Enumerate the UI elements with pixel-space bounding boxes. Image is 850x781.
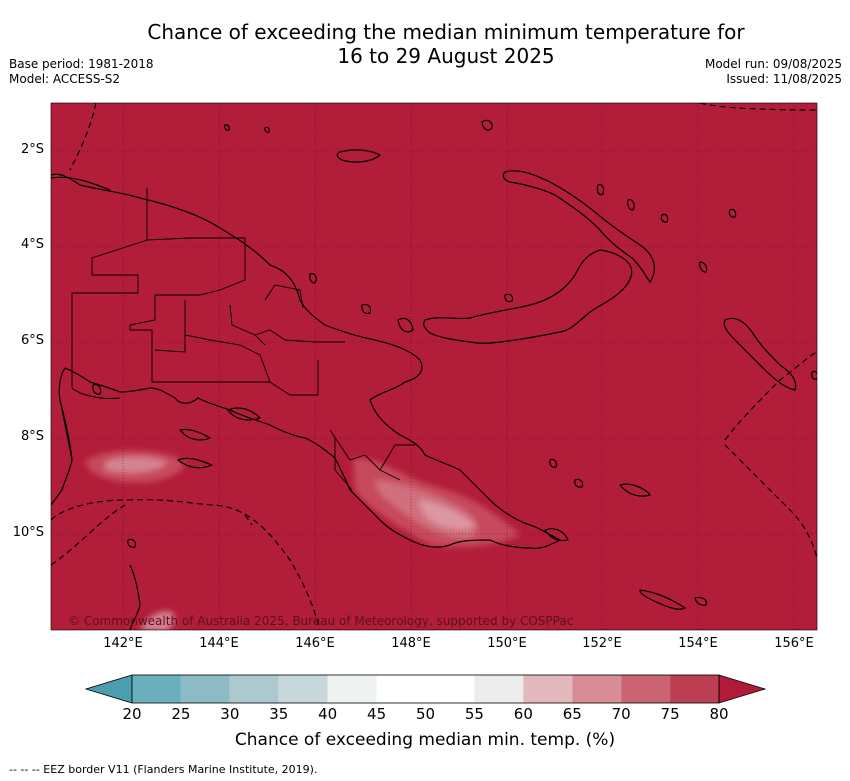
new-ireland: [502, 170, 655, 283]
latitude-label: 4°S: [20, 237, 44, 252]
colorbar-tick-label: 80: [709, 705, 729, 723]
patch-bottom: [140, 611, 175, 630]
issued-date: Issued: 11/08/2025: [726, 72, 842, 86]
longitude-label: 154°E: [678, 636, 718, 651]
colorbar-segment: [670, 675, 719, 703]
run-info: Model run: 09/08/2025 Issued: 11/08/2025: [705, 57, 842, 87]
colorbar-tick-label: 55: [464, 705, 484, 723]
longitude-label: 150°E: [487, 636, 527, 651]
colorbar-tick-label: 65: [562, 705, 582, 723]
colorbar: [84, 674, 767, 704]
latitude-label: 10°S: [12, 525, 44, 540]
colorbar-tick-label: 50: [415, 705, 436, 723]
colorbar-segment: [229, 675, 279, 703]
colorbar-segment: [327, 675, 377, 703]
title-line-1: Chance of exceeding the median minimum t…: [147, 20, 745, 44]
new-guinea-coast: [51, 173, 561, 550]
colorbar-segment: [425, 675, 475, 703]
colorbar-segment: [523, 675, 573, 703]
colorbar-tick-label: 25: [171, 705, 191, 723]
colorbar-tick-label: 30: [220, 705, 240, 723]
model-name: Model: ACCESS-S2: [9, 72, 121, 86]
longitude-label: 144°E: [199, 636, 239, 651]
colorbar-tick-label: 75: [660, 705, 680, 723]
colorbar-over-arrow: [718, 674, 767, 704]
colorbar-segment: [572, 675, 622, 703]
bougainville: [723, 317, 797, 391]
colorbar-segment: [278, 675, 328, 703]
patch-southeast-inner: [419, 500, 475, 530]
colorbar-tick-label: 35: [269, 705, 289, 723]
colorbar-segment: [621, 675, 671, 703]
colorbar-tick-label: 60: [513, 705, 533, 723]
colorbar-label: Chance of exceeding median min. temp. (%…: [234, 730, 616, 750]
colorbar-frame: [131, 674, 720, 704]
manus-island: [336, 149, 381, 163]
colorbar-segment: [376, 675, 426, 703]
colorbar-segment: [132, 675, 181, 703]
colorbar-tick-label: 70: [611, 705, 631, 723]
map-frame: [50, 102, 818, 631]
longitude-label: 156°E: [774, 636, 814, 651]
new-britain: [423, 249, 633, 344]
model-run: Model run: 09/08/2025: [704, 57, 842, 71]
patch-southwest-inner: [105, 456, 168, 473]
eez-borders: [51, 103, 817, 630]
colorbar-tick-label: 20: [122, 705, 142, 723]
colorbar-tick-label: 40: [318, 705, 338, 723]
eez-footer-note: -- -- -- EEZ border V11 (Flanders Marine…: [9, 763, 318, 776]
colorbar-under-arrow: [84, 674, 133, 704]
colorbar-segment: [180, 675, 230, 703]
colorbar-tick-label: 45: [367, 705, 387, 723]
coastlines: [51, 119, 817, 630]
latitude-label: 6°S: [20, 333, 44, 348]
longitude-label: 152°E: [582, 636, 622, 651]
latitude-label: 8°S: [20, 429, 44, 444]
graticule: [51, 103, 817, 630]
title-line-2: 16 to 29 August 2025: [337, 44, 555, 68]
latitude-label: 2°S: [20, 142, 44, 157]
title-text: Chance of exceeding the median minimum t…: [96, 20, 796, 68]
copyright-text: © Commonwealth of Australia 2025, Bureau…: [68, 614, 574, 628]
admin-borders: [59, 188, 415, 491]
longitude-label: 146°E: [295, 636, 335, 651]
model-info: Base period: 1981-2018 Model: ACCESS-S2: [9, 57, 154, 87]
colorbar-segment: [474, 675, 524, 703]
longitude-label: 142°E: [103, 636, 143, 651]
longitude-label: 148°E: [391, 636, 431, 651]
base-period: Base period: 1981-2018: [9, 57, 154, 71]
map-background: [51, 103, 817, 630]
probability-patches: [85, 450, 520, 630]
